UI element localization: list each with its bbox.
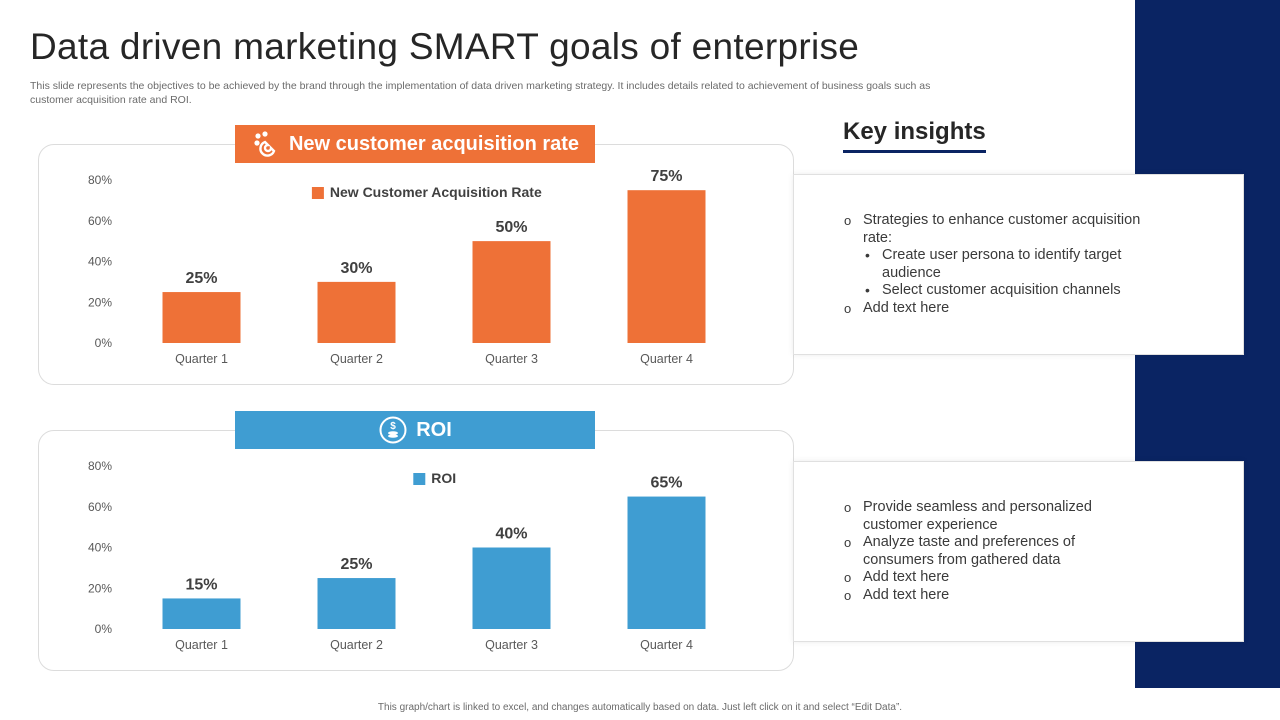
bar-value-label: 25% <box>340 556 372 573</box>
acquisition-chart-title: New customer acquisition rate <box>288 132 580 155</box>
roi-chart-header: $ ROI <box>235 411 595 449</box>
insight-sublist: Create user persona to identify target a… <box>863 247 1144 300</box>
insight-subitem: Select customer acquisition channels <box>863 282 1144 300</box>
insight-item: Add text here <box>844 587 1144 605</box>
bar-quarter-1 <box>162 598 241 629</box>
x-tick-label: Quarter 4 <box>640 638 693 652</box>
slide-title: Data driven marketing SMART goals of ent… <box>30 26 860 67</box>
y-tick-label: 60% <box>88 214 112 228</box>
insight-box-acquisition: Strategies to enhance customer acquisiti… <box>793 174 1244 355</box>
y-tick-label: 40% <box>88 541 112 555</box>
key-insights-title: Key insights <box>843 118 986 153</box>
y-tick-label: 60% <box>88 500 112 514</box>
y-tick-label: 20% <box>88 581 112 595</box>
bar-value-label: 50% <box>495 219 527 236</box>
bar-quarter-2 <box>317 281 396 343</box>
bar-quarter-2 <box>317 578 396 629</box>
bar-quarter-4 <box>627 496 706 629</box>
bar-value-label: 15% <box>185 576 217 593</box>
insight-subitem: Create user persona to identify target a… <box>863 247 1144 282</box>
bar-value-label: 75% <box>650 168 682 185</box>
insight-item: Strategies to enhance customer acquisiti… <box>844 212 1144 300</box>
x-tick-label: Quarter 4 <box>640 352 693 366</box>
legend-swatch <box>311 187 324 199</box>
magnet-people-icon <box>254 131 276 157</box>
roi-chart[interactable]: 0% 20% 40% 60% 80% ROI 15% Quarter 1 25% Quarter … <box>39 431 793 670</box>
bar-quarter-3 <box>472 547 551 629</box>
x-tick-label: Quarter 1 <box>175 352 228 366</box>
dollar-coins-icon: $ <box>379 416 407 444</box>
y-tick-label: 0% <box>95 622 113 636</box>
acquisition-chart-header: New customer acquisition rate <box>235 125 595 163</box>
y-tick-label: 20% <box>88 295 112 309</box>
insight-item: Add text here <box>844 569 1144 587</box>
insight-item: Provide seamless and personalized custom… <box>844 499 1144 534</box>
insight-item: Analyze taste and preferences of consume… <box>844 534 1144 569</box>
slide-subtitle: This slide represents the objectives to … <box>30 80 931 106</box>
x-tick-label: Quarter 2 <box>330 352 383 366</box>
roi-chart-title: ROI <box>416 418 452 441</box>
bar-value-label: 40% <box>495 526 527 543</box>
y-tick-label: 40% <box>88 255 112 269</box>
svg-text:$: $ <box>390 421 396 432</box>
insight-text: Strategies to enhance customer acquisiti… <box>863 212 1141 246</box>
insight-list-roi: Provide seamless and personalized custom… <box>844 499 1144 605</box>
bar-value-label: 65% <box>650 475 682 492</box>
legend-label: New Customer Acquisition Rate <box>330 184 542 200</box>
insight-box-roi: Provide seamless and personalized custom… <box>793 461 1244 642</box>
y-tick-label: 80% <box>88 173 112 187</box>
bar-quarter-1 <box>162 292 241 343</box>
footer-note: This graph/chart is linked to excel, and… <box>377 702 903 713</box>
y-tick-label: 0% <box>95 336 113 350</box>
acquisition-chart[interactable]: 0% 20% 40% 60% 80% New Customer Acquisition R… <box>39 145 793 384</box>
insight-item: Add text here <box>844 300 1144 318</box>
chart-legend: ROI <box>413 470 456 486</box>
legend-swatch <box>413 473 426 485</box>
x-tick-label: Quarter 3 <box>485 352 538 366</box>
bar-quarter-3 <box>472 241 551 343</box>
x-tick-label: Quarter 1 <box>175 638 228 652</box>
bar-quarter-4 <box>627 190 706 343</box>
roi-chart-panel[interactable]: 0% 20% 40% 60% 80% ROI 15% Quarter 1 25% Quarter … <box>38 430 794 671</box>
insight-list-acquisition: Strategies to enhance customer acquisiti… <box>844 212 1144 318</box>
chart-legend: New Customer Acquisition Rate <box>311 184 542 200</box>
x-tick-label: Quarter 2 <box>330 638 383 652</box>
acquisition-chart-panel[interactable]: 0% 20% 40% 60% 80% New Customer Acquisition R… <box>38 144 794 385</box>
bar-value-label: 30% <box>340 260 372 277</box>
bar-value-label: 25% <box>185 270 217 287</box>
y-tick-label: 80% <box>88 459 112 473</box>
legend-label: ROI <box>431 470 456 486</box>
x-tick-label: Quarter 3 <box>485 638 538 652</box>
